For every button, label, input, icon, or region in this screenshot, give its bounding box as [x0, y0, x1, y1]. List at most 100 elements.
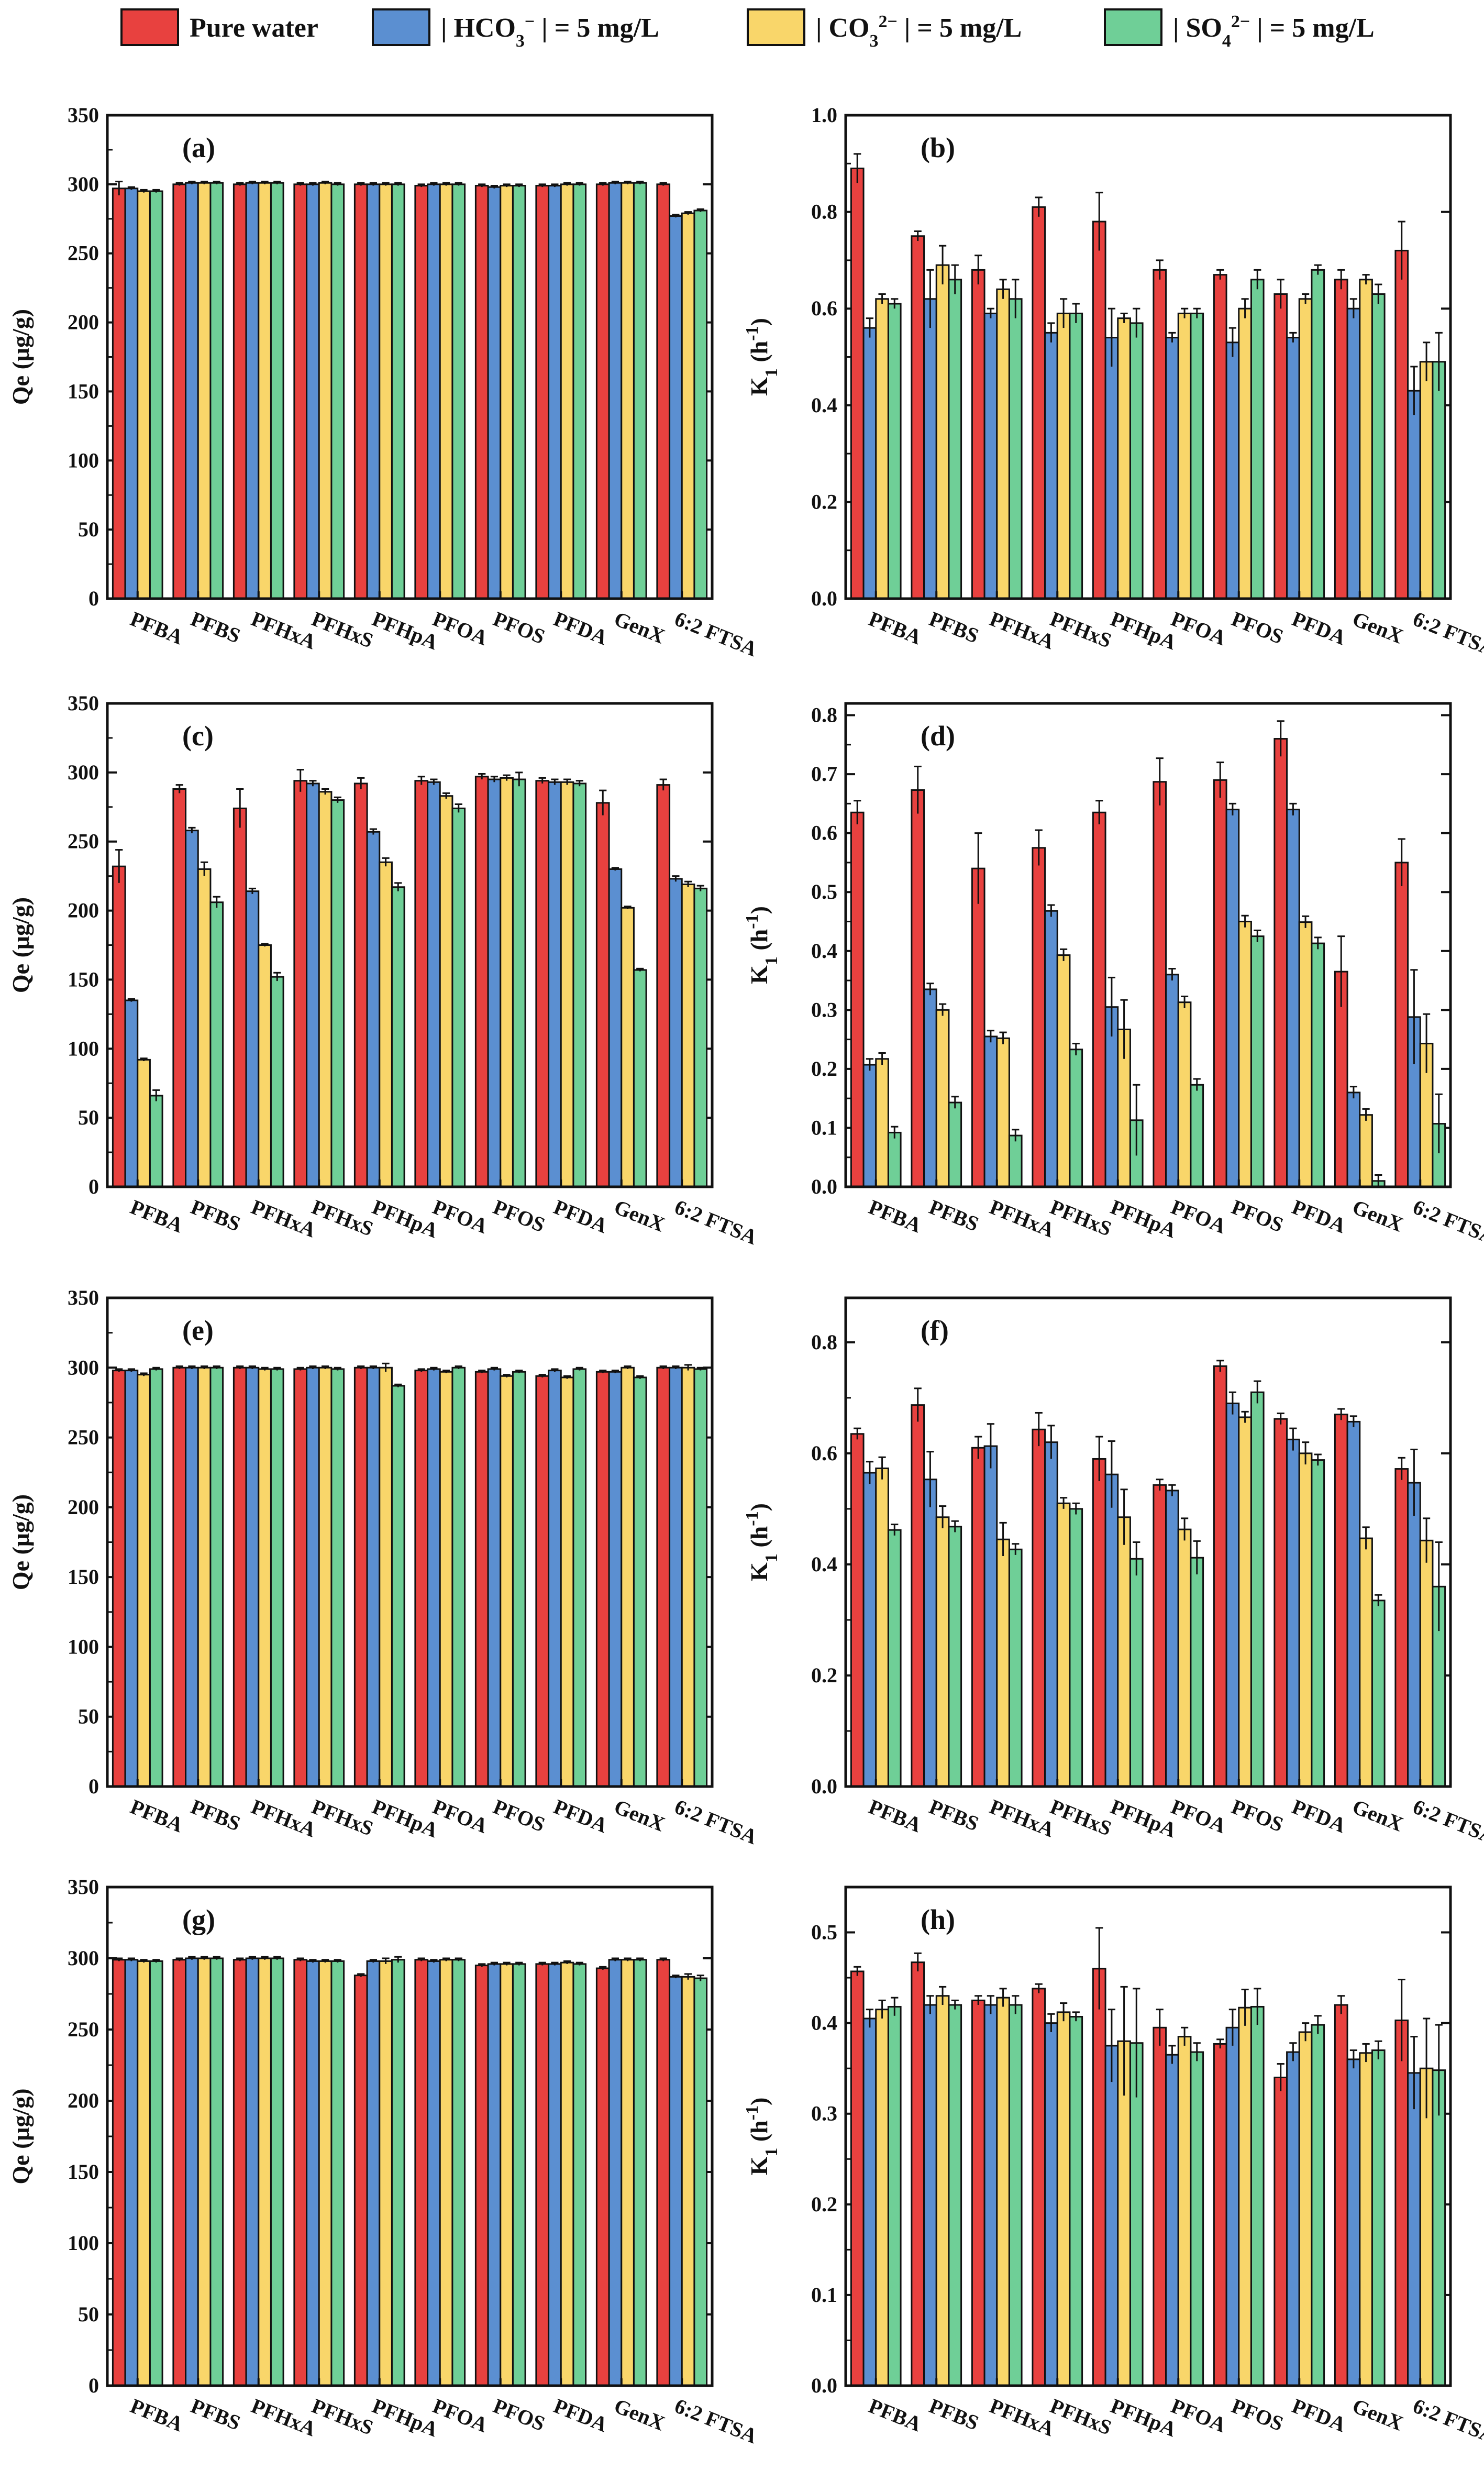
y-axis-title: Qe (μg/g) [7, 309, 34, 405]
bar [318, 791, 333, 1188]
bar [572, 782, 587, 1188]
x-tick-label: PFOS [490, 1195, 549, 1237]
bar [439, 183, 453, 600]
bar [1190, 312, 1204, 600]
bar [258, 944, 272, 1188]
bar [862, 1064, 877, 1188]
bar [548, 781, 562, 1188]
bar [1044, 1441, 1058, 1788]
bar [149, 190, 163, 600]
x-tick-label: PFOA [1168, 2394, 1230, 2437]
legend: Pure water | HCO3− | = 5 mg/L | CO32− | = … [120, 8, 1375, 51]
panel-d: 0.0 0.1 0.2 0.3 0.4 0.5 0.6 0.7 0.8 PFBA PFBS PFHxA… [743, 702, 1484, 1249]
bar [548, 1370, 562, 1788]
bar [862, 2017, 877, 2387]
bar [1213, 274, 1227, 600]
x-tick-label: 6:2 FTSA [1410, 607, 1484, 661]
x-tick-label: PFDA [1289, 1794, 1349, 1837]
axes-frame [844, 114, 1452, 600]
bar [474, 184, 489, 600]
bar [608, 868, 623, 1188]
bar [1225, 2026, 1240, 2387]
y-tick-label: 0 [88, 1175, 99, 1198]
bar [681, 1366, 695, 1788]
bar [535, 780, 550, 1188]
x-tick-label: 6:2 FTSA [1410, 1794, 1484, 1849]
bar [1153, 1484, 1167, 1788]
x-tick-label: PFOS [1228, 1195, 1287, 1237]
bar [1298, 2031, 1313, 2387]
bar [1407, 390, 1421, 600]
bar [1371, 1600, 1386, 1788]
panel-label: (g) [182, 1904, 215, 1935]
bar [1165, 974, 1179, 1188]
bar [548, 1963, 562, 2387]
bar [621, 907, 635, 1188]
x-tick-label: PFHxS [308, 2394, 376, 2440]
bar [1419, 1539, 1434, 1788]
panel-label: (f) [921, 1315, 949, 1346]
bar [560, 183, 574, 600]
bar [209, 901, 224, 1188]
y-axis-title: K1 (h-1) [743, 2098, 781, 2176]
y-tick-label: 0.4 [811, 2011, 837, 2035]
bar [414, 1959, 429, 2387]
x-tick-label: GenX [1349, 1794, 1407, 1836]
bar [366, 831, 381, 1188]
bar [1032, 1988, 1046, 2387]
bar [1371, 2049, 1386, 2387]
bar [245, 182, 260, 600]
bar [379, 861, 393, 1188]
x-tick-label: GenX [1349, 1195, 1407, 1236]
y-tick-label: 200 [68, 311, 99, 334]
y-tick-label: 200 [68, 1495, 99, 1519]
panel-label: (d) [921, 720, 955, 752]
x-tick-label: 6:2 FTSA [671, 1195, 760, 1249]
y-tick-label: 350 [68, 1875, 99, 1899]
y-tick-label: 100 [68, 2231, 99, 2255]
axes-frame [844, 702, 1452, 1188]
bar [439, 1371, 453, 1788]
bar [1286, 809, 1300, 1188]
bar [1056, 312, 1071, 600]
bar [1432, 361, 1446, 600]
bar [971, 867, 985, 1188]
bar [172, 788, 187, 1188]
bar [1044, 2022, 1058, 2387]
bar [862, 1472, 877, 1788]
bar [681, 1976, 695, 2387]
bar [1056, 954, 1071, 1188]
x-tick-label: PFHxA [248, 2394, 319, 2441]
x-tick-label: PFOS [1228, 2394, 1287, 2435]
x-tick-label: PFDA [1289, 1195, 1349, 1238]
bar [353, 183, 368, 600]
bar [124, 999, 139, 1188]
y-tick-label: 0.5 [811, 1921, 837, 1944]
bar [875, 2009, 889, 2387]
bar [983, 312, 998, 600]
x-tick-label: PFOA [429, 1195, 491, 1238]
y-tick-label: 0.0 [811, 2374, 837, 2397]
bar [656, 1366, 671, 1788]
x-tick-label: PFBA [866, 607, 925, 649]
bar [1056, 1502, 1071, 1788]
bar [595, 1371, 610, 1788]
y-tick-label: 1.0 [811, 103, 837, 127]
bar [911, 1961, 925, 2387]
bar [887, 2005, 902, 2387]
bar [1104, 1473, 1119, 1788]
bar [366, 1960, 381, 2387]
bar [548, 184, 562, 600]
bar [439, 795, 453, 1188]
bar [1371, 293, 1386, 600]
bar [112, 1959, 126, 2387]
bar [172, 1366, 187, 1788]
bar [1129, 322, 1144, 600]
bar [112, 188, 126, 600]
x-tick-label: PFOS [490, 1794, 549, 1836]
y-tick-label: 0.0 [811, 587, 837, 610]
bar [911, 235, 925, 600]
panel-h: 0.0 0.1 0.2 0.3 0.4 0.5 PFBA PFBS PFHxAPFHxSPFHp… [743, 1885, 1484, 2448]
bar [656, 784, 671, 1188]
